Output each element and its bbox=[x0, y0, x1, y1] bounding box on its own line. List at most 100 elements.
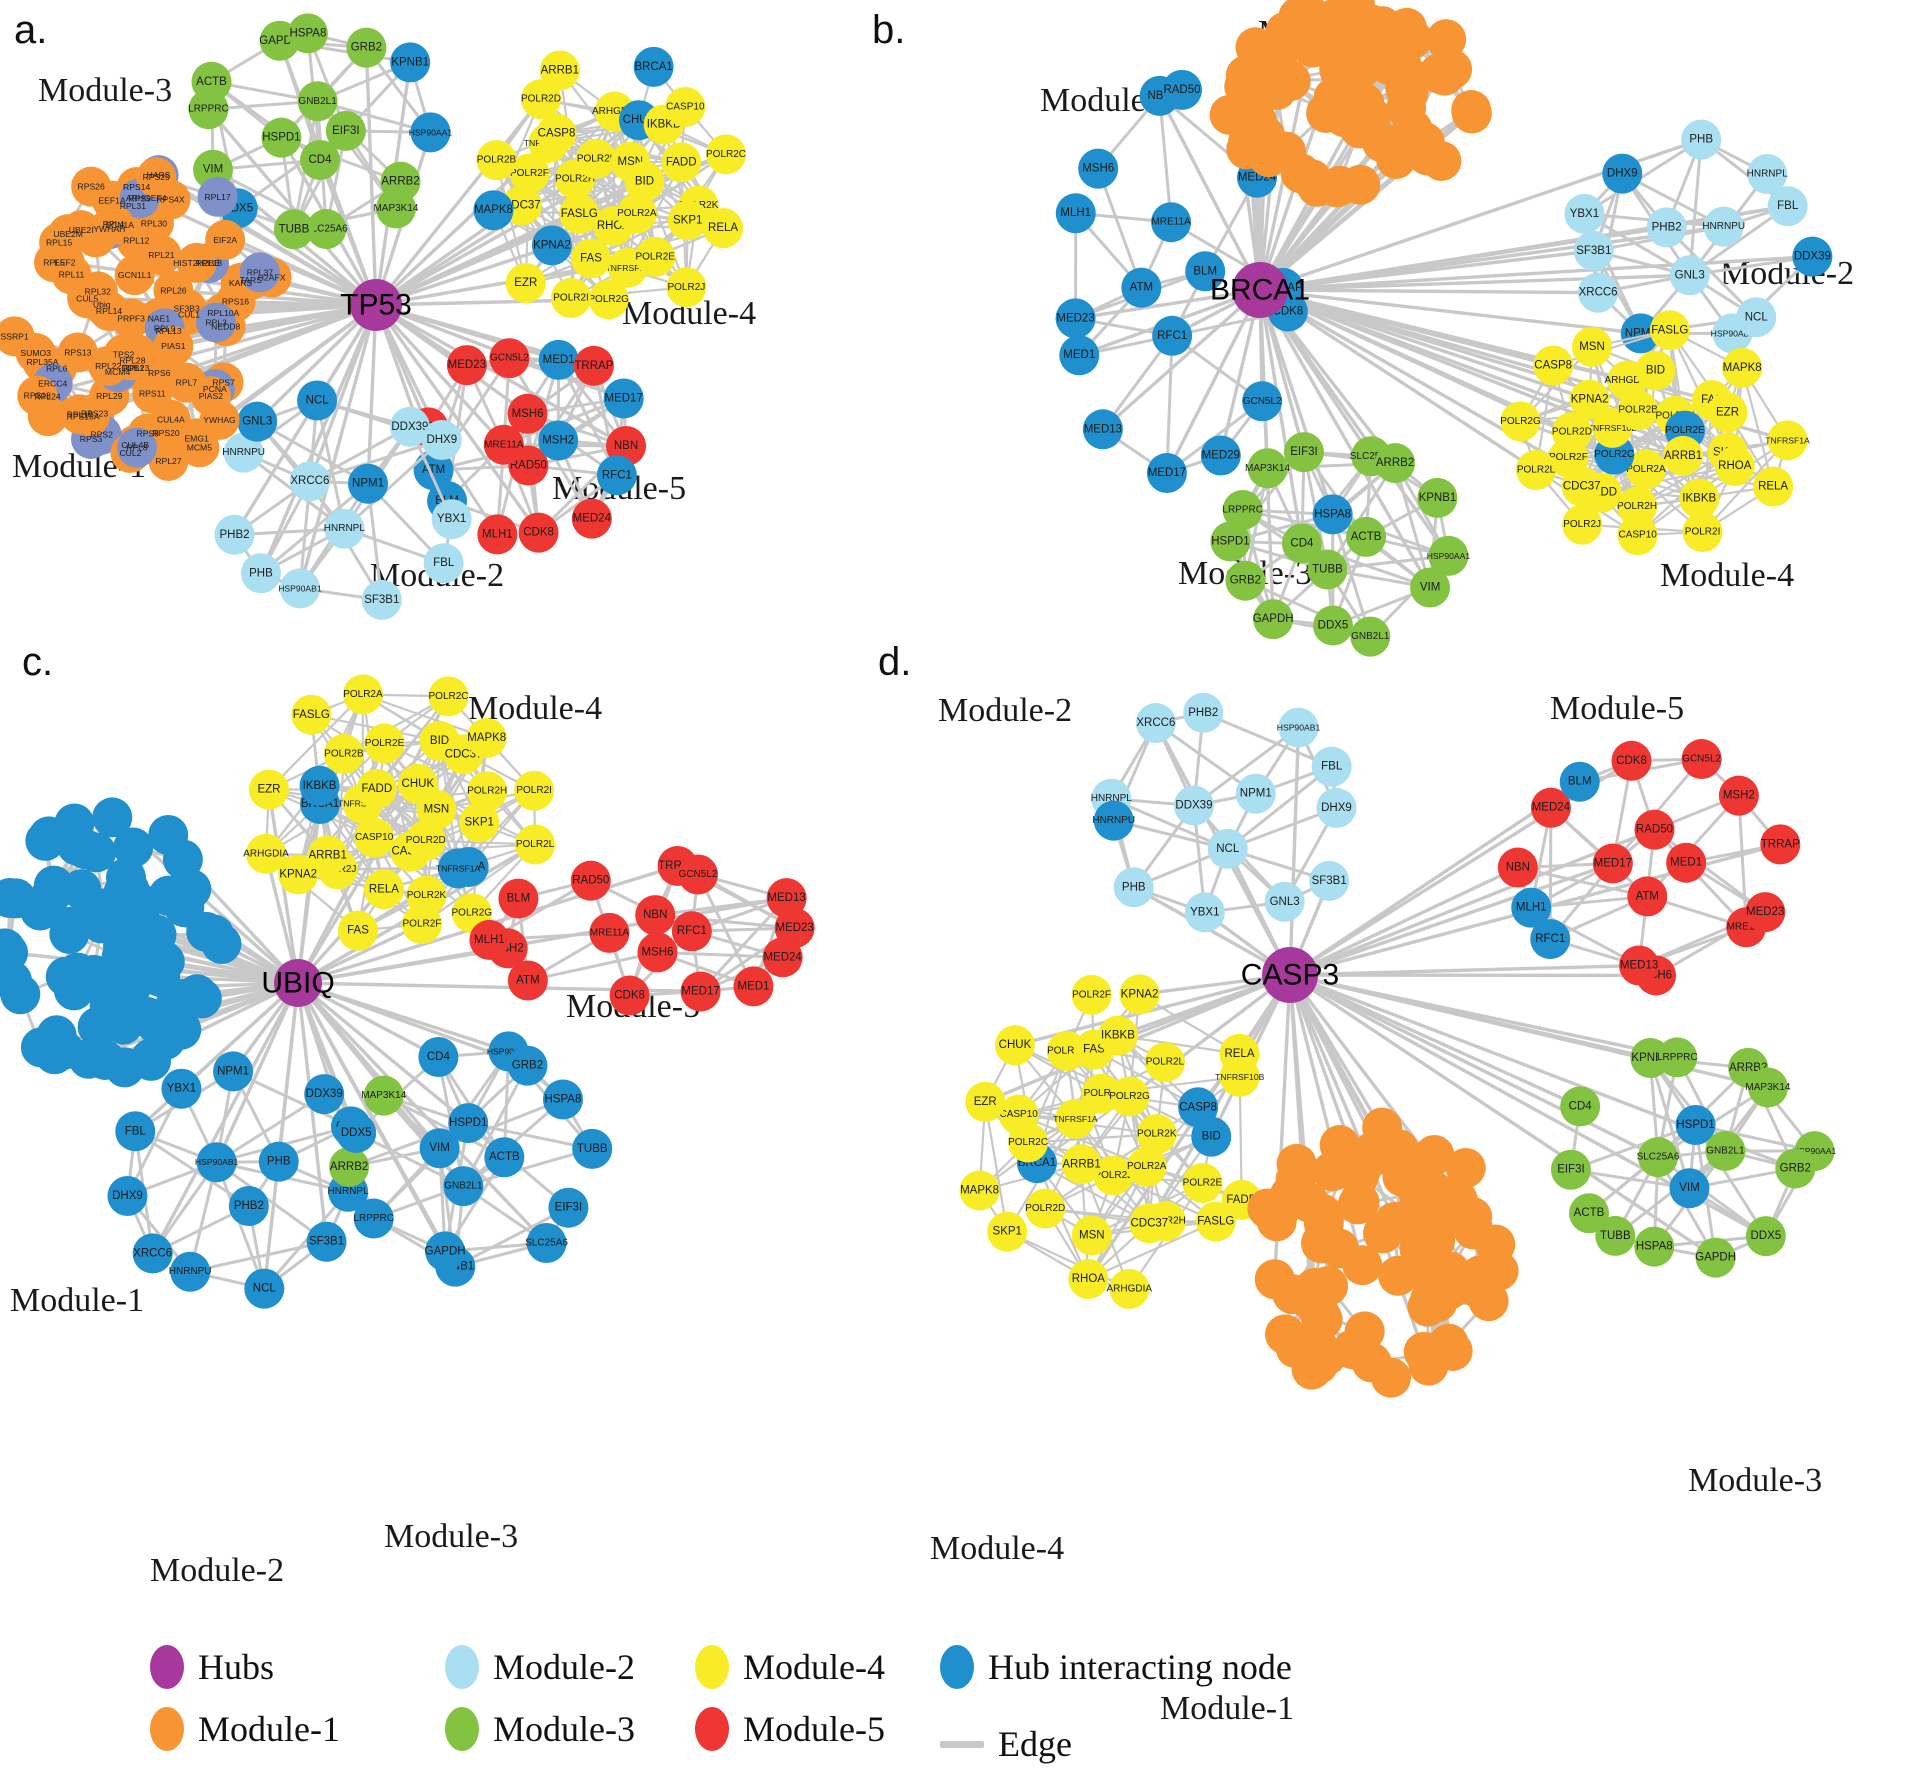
network-node[interactable]: XRCC6 bbox=[1135, 703, 1176, 744]
network-node[interactable]: POLR2L bbox=[576, 138, 617, 179]
network-node[interactable]: PHB bbox=[1113, 867, 1154, 908]
network-node[interactable]: RELA bbox=[1753, 466, 1794, 507]
network-node[interactable]: MAPK8 bbox=[1722, 347, 1763, 388]
network-node[interactable] bbox=[1332, 1329, 1373, 1370]
network-node[interactable] bbox=[116, 334, 157, 375]
network-node[interactable]: TUBB bbox=[572, 1128, 613, 1169]
network-node[interactable]: FASLG bbox=[1649, 310, 1690, 351]
network-node[interactable]: MAP3K14 bbox=[1245, 448, 1290, 489]
network-node[interactable]: MED1 bbox=[1059, 335, 1100, 376]
network-node[interactable] bbox=[1414, 1135, 1455, 1176]
network-node[interactable]: RFC1 bbox=[1152, 315, 1193, 356]
network-node[interactable] bbox=[1275, 1159, 1316, 1200]
network-node[interactable] bbox=[114, 255, 155, 296]
network-node[interactable]: FAS bbox=[571, 238, 612, 279]
network-node[interactable]: ACTB bbox=[1346, 516, 1387, 557]
network-node[interactable] bbox=[196, 302, 237, 343]
network-node[interactable] bbox=[153, 326, 194, 367]
network-node[interactable] bbox=[1302, 1193, 1343, 1234]
network-node[interactable]: GCN5L2 bbox=[678, 854, 719, 895]
network-node[interactable] bbox=[39, 222, 80, 263]
network-node[interactable]: HSPD1 bbox=[261, 117, 302, 158]
network-node[interactable] bbox=[1382, 1156, 1423, 1197]
network-node[interactable]: RFC1 bbox=[596, 455, 637, 496]
network-node[interactable] bbox=[1378, 1255, 1419, 1296]
network-node[interactable]: SKP1 bbox=[667, 200, 708, 241]
network-node[interactable] bbox=[0, 932, 29, 973]
network-node[interactable]: MSH6 bbox=[637, 932, 678, 973]
network-node[interactable]: CDK8 bbox=[609, 975, 650, 1016]
network-node[interactable]: GCN5L2 bbox=[489, 338, 530, 379]
network-node[interactable]: EIF3I bbox=[1283, 432, 1324, 473]
network-node[interactable]: POLR2E bbox=[1182, 1162, 1222, 1203]
network-node[interactable] bbox=[1319, 1125, 1360, 1166]
network-node[interactable] bbox=[176, 418, 217, 459]
network-node[interactable]: POLR2E bbox=[364, 723, 405, 764]
network-node[interactable]: MSH2 bbox=[1718, 775, 1759, 816]
network-node[interactable]: ARHGDIA bbox=[1107, 1268, 1153, 1309]
network-node[interactable]: XRCC6 bbox=[289, 461, 330, 502]
hub-node[interactable]: TP53 bbox=[340, 279, 412, 331]
network-node[interactable]: CASP10 bbox=[354, 817, 395, 858]
network-node[interactable]: MAPK8 bbox=[466, 718, 507, 759]
network-node[interactable]: GRB2 bbox=[346, 27, 387, 68]
hub-node[interactable]: UBIQ bbox=[261, 959, 335, 1007]
network-node[interactable]: PHB2 bbox=[1183, 692, 1224, 733]
network-node[interactable]: POLR2L bbox=[1516, 449, 1557, 490]
network-node[interactable]: DHX9 bbox=[421, 420, 462, 461]
network-node[interactable]: KPNA2 bbox=[531, 225, 572, 266]
network-node[interactable]: ATM bbox=[1121, 267, 1162, 308]
network-node[interactable]: DDX5 bbox=[1745, 1216, 1786, 1257]
hub-node[interactable]: BRCA1 bbox=[1210, 262, 1310, 318]
network-node[interactable] bbox=[75, 217, 116, 258]
network-node[interactable] bbox=[1432, 49, 1473, 90]
network-node[interactable]: GCN5L2 bbox=[1242, 381, 1283, 422]
network-node[interactable]: PHB2 bbox=[214, 514, 255, 555]
network-node[interactable]: FASLG bbox=[291, 694, 332, 735]
network-node[interactable] bbox=[205, 219, 246, 260]
network-node[interactable]: MED17 bbox=[680, 971, 721, 1012]
hub-node[interactable]: CASP3 bbox=[1241, 947, 1339, 1003]
network-node[interactable] bbox=[1370, 1357, 1411, 1398]
network-node[interactable]: FBL bbox=[423, 543, 464, 584]
network-node[interactable] bbox=[25, 820, 66, 861]
network-node[interactable]: HSPD1 bbox=[448, 1103, 489, 1144]
network-node[interactable]: FADD bbox=[661, 142, 702, 183]
network-node[interactable]: YBX1 bbox=[1564, 193, 1605, 234]
network-node[interactable]: MLH1 bbox=[1511, 887, 1552, 928]
network-node[interactable]: MED13 bbox=[1082, 409, 1123, 450]
network-node[interactable] bbox=[1468, 1281, 1509, 1322]
network-node[interactable]: EIF3I bbox=[1550, 1149, 1591, 1190]
network-node[interactable]: LRPPRC bbox=[353, 1198, 394, 1239]
network-node[interactable] bbox=[136, 157, 177, 198]
network-node[interactable] bbox=[1397, 117, 1438, 158]
network-node[interactable]: POLR2A bbox=[342, 674, 383, 715]
network-node[interactable]: SF3B1 bbox=[1573, 230, 1614, 271]
network-node[interactable]: MED1 bbox=[538, 339, 579, 380]
network-node[interactable] bbox=[1414, 1256, 1455, 1297]
network-node[interactable] bbox=[65, 829, 106, 870]
network-node[interactable] bbox=[1264, 1314, 1305, 1355]
network-node[interactable]: MLH1 bbox=[469, 919, 510, 960]
network-node[interactable]: CHUK bbox=[994, 1025, 1035, 1066]
network-node[interactable] bbox=[1389, 65, 1430, 106]
network-node[interactable] bbox=[1351, 1132, 1392, 1173]
network-node[interactable]: TUBB bbox=[273, 209, 314, 250]
network-node[interactable]: FBL bbox=[1767, 186, 1808, 227]
network-node[interactable] bbox=[1478, 1250, 1519, 1291]
network-node[interactable]: MED23 bbox=[1055, 298, 1096, 339]
network-node[interactable]: POLR2J bbox=[1562, 504, 1603, 545]
network-node[interactable]: RHOA bbox=[1714, 446, 1755, 487]
network-node[interactable]: POLR2J bbox=[666, 267, 707, 308]
network-node[interactable]: POLR2D bbox=[1025, 1188, 1065, 1229]
network-node[interactable]: DDX39 bbox=[304, 1074, 345, 1115]
network-node[interactable] bbox=[1329, 60, 1370, 101]
network-node[interactable]: BLM bbox=[1559, 761, 1600, 802]
network-node[interactable]: HSPA8 bbox=[542, 1079, 583, 1120]
network-node[interactable] bbox=[197, 176, 238, 217]
network-node[interactable]: CASP10 bbox=[1617, 515, 1658, 556]
network-node[interactable]: NCL bbox=[1207, 828, 1248, 869]
network-node[interactable]: DHX9 bbox=[1316, 787, 1357, 828]
network-node[interactable]: MRE11A bbox=[589, 912, 630, 953]
network-node[interactable]: ARRB2 bbox=[329, 1146, 370, 1187]
